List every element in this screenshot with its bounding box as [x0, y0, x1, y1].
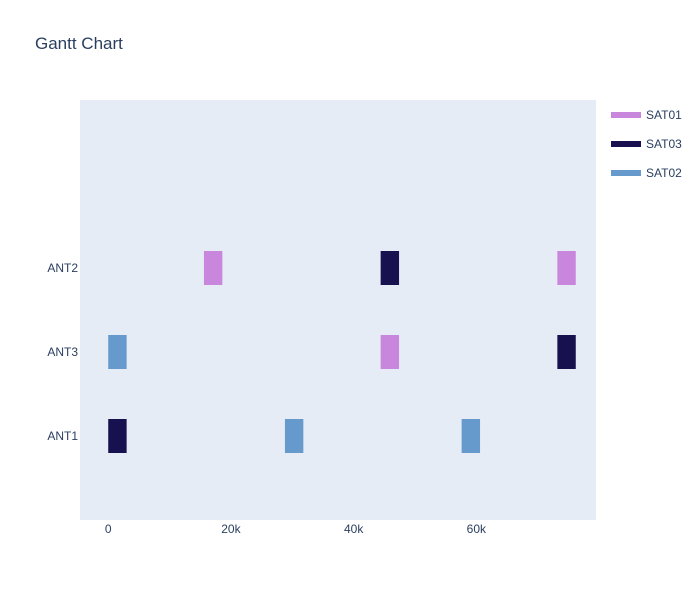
gantt-bar-sat03-ant1[interactable]	[108, 419, 127, 453]
y-tick-label: ANT1	[47, 429, 78, 443]
plot-background	[80, 100, 596, 520]
legend-swatch-sat01[interactable]	[611, 112, 641, 118]
y-tick-label: ANT2	[47, 261, 78, 275]
x-tick-label: 40k	[344, 522, 364, 536]
legend-swatch-sat03[interactable]	[611, 141, 641, 147]
chart-title: Gantt Chart	[35, 34, 123, 53]
legend-label-sat01[interactable]: SAT01	[646, 108, 682, 122]
x-tick-label: 60k	[467, 522, 487, 536]
legend-label-sat02[interactable]: SAT02	[646, 166, 682, 180]
gantt-bar-sat01-ant2[interactable]	[203, 251, 223, 285]
y-tick-label: ANT3	[47, 345, 78, 359]
gantt-bar-sat02-ant1[interactable]	[461, 419, 481, 453]
gantt-bar-sat01-ant3[interactable]	[380, 335, 400, 369]
gantt-bar-sat02-ant3[interactable]	[108, 335, 127, 369]
x-tick-label: 0	[105, 522, 112, 536]
gantt-bar-sat02-ant1[interactable]	[284, 419, 304, 453]
gantt-bar-sat03-ant3[interactable]	[557, 335, 576, 369]
legend-label-sat03[interactable]: SAT03	[646, 137, 682, 151]
legend-swatch-sat02[interactable]	[611, 170, 641, 176]
x-tick-label: 20k	[221, 522, 241, 536]
gantt-bar-sat03-ant2[interactable]	[380, 251, 400, 285]
gantt-bar-sat01-ant2[interactable]	[557, 251, 576, 285]
